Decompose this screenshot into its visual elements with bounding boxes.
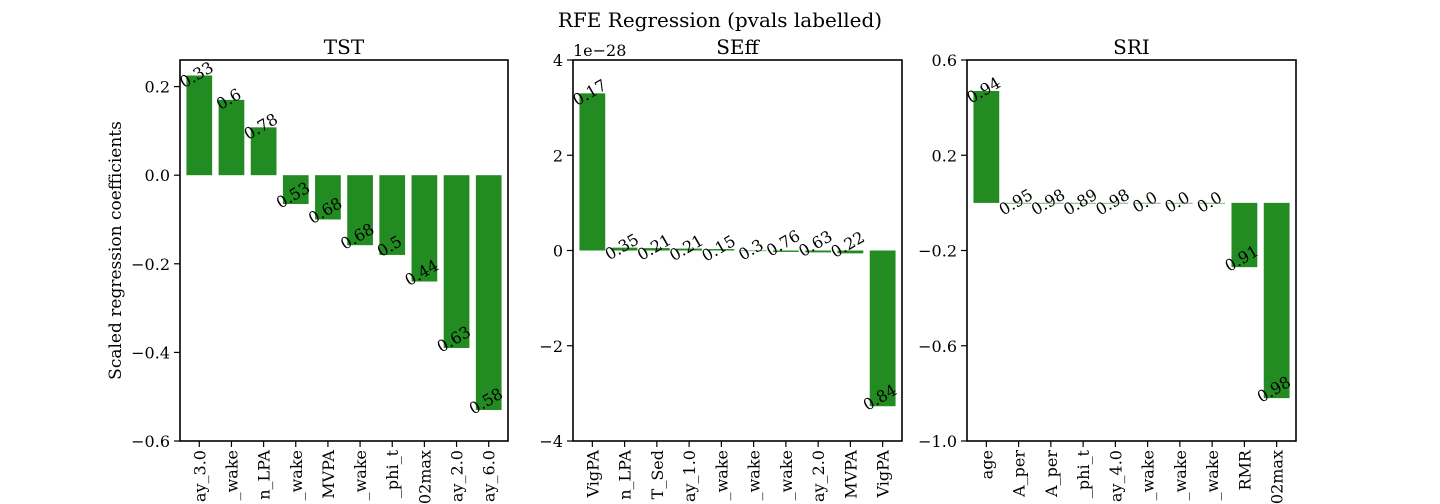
tst-ytick-label-1: 0.0 (145, 166, 170, 185)
tst-ytick-label-2: −0.2 (131, 255, 170, 274)
sri-bar-3 (1070, 202, 1097, 204)
tst-xtick-label-4: MVPA (319, 450, 338, 499)
sri-xtick-label-8: RMR (1235, 449, 1254, 490)
tst-bar-5 (347, 175, 373, 246)
seff-xtick-label-5: _wake (745, 450, 764, 500)
sri-bar-6 (1166, 202, 1193, 204)
tst-xtick-label-7: 02max (415, 450, 434, 504)
sri-bar-2 (1037, 202, 1064, 204)
sri-pval-label-4: 0.98 (1092, 185, 1132, 219)
tst-xtick-label-3: _wake (287, 450, 306, 500)
seff-bar-2 (643, 248, 670, 251)
sri-ytick-label-1: 0.2 (932, 146, 957, 165)
tst-ytick-label-0: 0.2 (145, 78, 170, 97)
sri-bar-1 (1005, 202, 1032, 204)
seff-pval-label-5: 0.3 (735, 235, 767, 264)
seff-bar-4 (708, 249, 735, 251)
sri-bar-5 (1134, 202, 1161, 204)
seff-bar-6 (772, 250, 799, 252)
tst-xtick-label-2: n_LPA (255, 450, 274, 500)
tst-xtick-label-5: _wake (351, 450, 370, 500)
tst-bar-3 (282, 175, 309, 204)
tst-bar-4 (315, 175, 341, 220)
seff-bar-7 (805, 250, 832, 253)
seff-xtick-label-7: ay_2.0 (809, 450, 828, 502)
sri-xtick-label-2: A_per (1042, 450, 1061, 498)
seff-pval-label-8: 0.22 (827, 227, 867, 261)
seff-xtick-label-4: _wake (712, 450, 731, 500)
seff-xtick-label-6: _wake (777, 450, 796, 500)
sri-title: SRI (1113, 35, 1150, 59)
tst-bar-6 (379, 175, 406, 255)
seff-ytick-label-3: −2 (539, 337, 563, 356)
sri-ytick-label-0: 0.6 (932, 51, 957, 70)
seff-ytick-label-1: 2 (553, 146, 563, 165)
sri-pval-label-7: 0.0 (1194, 188, 1226, 217)
seff-bar-3 (676, 248, 703, 251)
tst-xtick-label-0: ay_3.0 (190, 450, 209, 502)
tst-xtick-label-1: _wake (222, 450, 241, 500)
seff-xtick-label-2: T_Sed (648, 450, 667, 499)
seff-offset-label: 1e−28 (573, 41, 626, 60)
seff-xtick-label-3: ay_1.0 (680, 450, 699, 502)
seff-pval-label-4: 0.15 (698, 231, 738, 265)
sri-ytick-label-2: −0.2 (918, 242, 957, 261)
sri-ytick-label-4: −1.0 (918, 432, 957, 451)
seff-bar-5 (740, 250, 767, 252)
tst-ytick-label-3: −0.4 (131, 343, 170, 362)
sri-xtick-label-0: age (977, 450, 996, 479)
seff-title: SEff (716, 35, 760, 59)
tst-ylabel: Scaled regression coefficients (106, 121, 126, 380)
seff-ytick-label-0: 4 (553, 51, 563, 70)
panel-tst: 0.330.60.780.530.680.680.50.440.630.580.… (106, 35, 509, 504)
sri-xtick-label-4: ay_4.0 (1106, 450, 1125, 502)
seff-bar-1 (611, 247, 638, 251)
panel-sri: 0.940.950.980.890.980.0 0.0 0.00.910.980.6… (918, 35, 1297, 504)
tst-title: TST (324, 35, 365, 59)
tst-bar-0 (186, 75, 213, 176)
sri-ytick-label-3: −0.6 (918, 337, 957, 356)
seff-xtick-label-1: n_LPA (616, 450, 635, 500)
seff-xtick-label-0: VigPA (583, 450, 602, 499)
tst-xtick-label-6: _phi_t (383, 449, 402, 498)
tst-bar-8 (443, 175, 470, 348)
seff-ytick-label-2: 0 (553, 242, 563, 261)
seff-bar-0 (579, 93, 606, 251)
tst-bar-7 (411, 175, 438, 282)
panel-seff: 0.170.350.210.210.150.30.760.630.220.844… (539, 35, 903, 502)
sri-xtick-label-9: 02max (1268, 450, 1287, 504)
sri-xtick-label-6: _wake (1171, 450, 1190, 500)
seff-bar-8 (837, 250, 864, 254)
sri-xtick-label-1: A_per (1010, 450, 1029, 498)
sri-pval-label-5: 0.0 (1129, 188, 1161, 217)
sri-pval-label-6: 0.0 (1161, 188, 1193, 217)
seff-xtick-label-9: VigPA (874, 450, 893, 499)
tst-bar-1 (218, 99, 245, 176)
sri-xtick-label-3: _phi_t (1074, 449, 1093, 498)
sri-bar-0 (973, 90, 1000, 203)
seff-bar-9 (869, 250, 896, 407)
sri-xtick-label-7: _wake (1203, 450, 1222, 500)
tst-bar-2 (250, 127, 277, 176)
sri-bar-4 (1102, 202, 1129, 204)
figure-suptitle: RFE Regression (pvals labelled) (558, 8, 882, 32)
seff-xtick-label-8: MVPA (841, 450, 860, 499)
tst-axes-frame (179, 59, 509, 442)
sri-xtick-label-5: _wake (1139, 450, 1158, 500)
seff-ytick-label-4: −4 (539, 432, 563, 451)
sri-bar-8 (1231, 202, 1258, 268)
sri-bar-7 (1199, 202, 1226, 204)
tst-ytick-label-4: −0.6 (131, 432, 170, 451)
tst-xtick-label-8: ay_2.0 (448, 450, 467, 502)
sri-bar-9 (1263, 202, 1290, 399)
tst-bar-9 (475, 175, 502, 410)
tst-xtick-label-9: ay_6.0 (480, 450, 499, 502)
